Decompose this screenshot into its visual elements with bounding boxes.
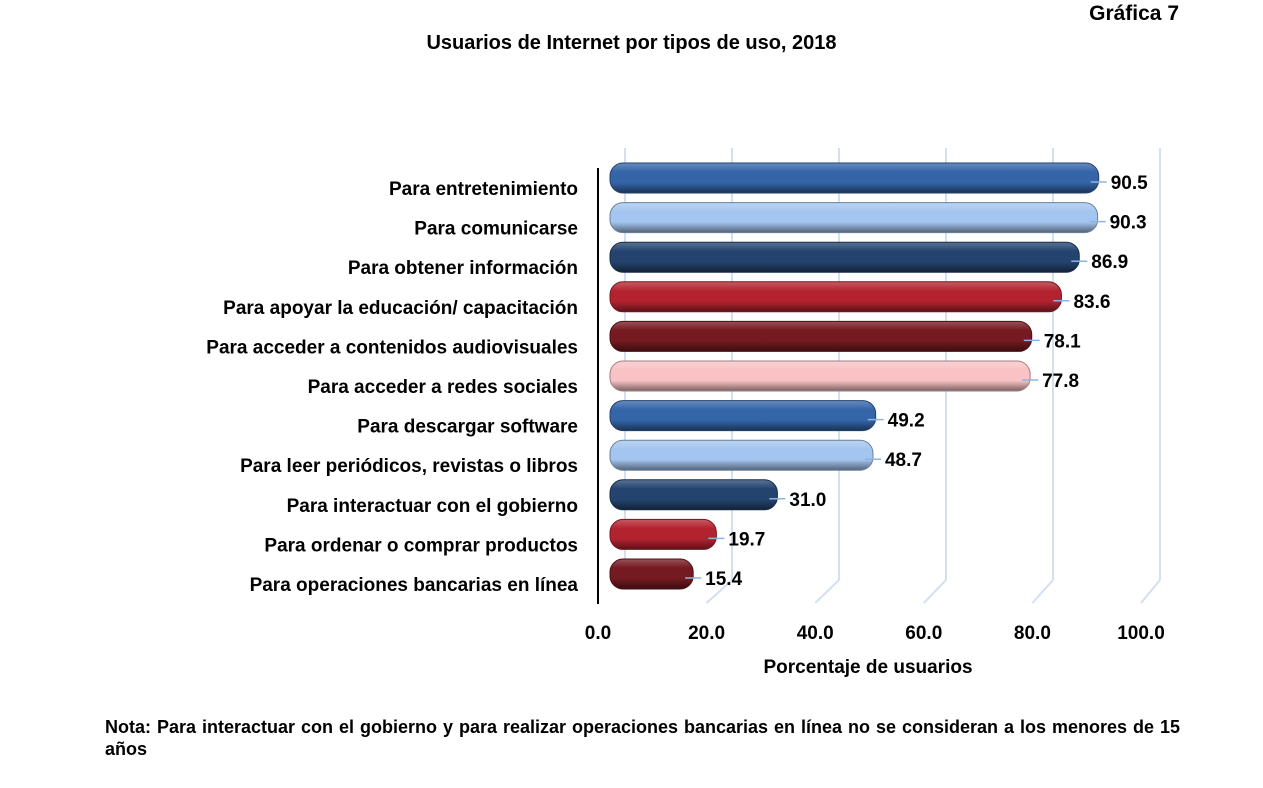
value-label: 19.7: [728, 529, 765, 550]
bar: [609, 162, 1100, 194]
x-tick-label: 20.0: [688, 623, 725, 644]
x-tick-label: 100.0: [1117, 623, 1165, 644]
bar: [609, 281, 1062, 313]
x-tick-labels: 0.0 20.0 40.0 60.0 80.0 100.0: [585, 623, 1165, 644]
bar: [609, 439, 874, 471]
category-label: Para acceder a contenidos audiovisuales: [206, 337, 578, 358]
gridline-diagonal: [1140, 579, 1161, 604]
bar: [609, 518, 717, 550]
category-label: Para interactuar con el gobierno: [287, 496, 578, 517]
x-tick-label: 60.0: [905, 623, 942, 644]
figure-label: Gráfica 7: [1089, 2, 1179, 25]
value-label: 48.7: [885, 450, 922, 471]
category-label: Para operaciones bancarias en línea: [250, 575, 579, 596]
bars: 90.5 90.3 86.9 83.6 78.1 77.8 49.2 48.7 31.0 19.7…: [609, 162, 1148, 590]
gridline-diagonal: [923, 579, 947, 604]
category-label: Para apoyar la educación/ capacitación: [223, 298, 578, 319]
category-labels: Para entretenimiento Para comunicarse Para…: [206, 179, 578, 596]
bar: [609, 360, 1031, 392]
x-axis-label: Porcentaje de usuarios: [763, 657, 972, 678]
x-tick-label: 80.0: [1014, 623, 1051, 644]
value-label: 77.8: [1042, 371, 1079, 392]
category-label: Para obtener información: [348, 258, 578, 279]
value-label: 78.1: [1044, 331, 1081, 352]
x-tick-label: 0.0: [585, 623, 611, 644]
category-label: Para ordenar o comprar productos: [264, 535, 578, 556]
bar: [609, 320, 1033, 352]
category-label: Para acceder a redes sociales: [308, 377, 578, 398]
x-tick-label: 40.0: [797, 623, 834, 644]
category-label: Para leer periódicos, revistas o libros: [240, 456, 578, 477]
bar: [609, 241, 1080, 273]
category-label: Para entretenimiento: [389, 179, 578, 200]
chart-title: Usuarios de Internet por tipos de uso, 2…: [426, 32, 837, 54]
value-label: 31.0: [789, 490, 826, 511]
bar: [609, 479, 778, 511]
bar: [609, 202, 1099, 234]
gridline-diagonal: [814, 579, 840, 604]
value-label: 49.2: [888, 411, 925, 432]
gridline-diagonal: [1031, 579, 1054, 604]
footnote: Nota: Para interactuar con el gobierno y…: [105, 717, 1180, 759]
value-label: 90.5: [1111, 173, 1148, 194]
value-label: 15.4: [705, 569, 742, 590]
category-label: Para comunicarse: [414, 219, 578, 240]
value-label: 83.6: [1073, 292, 1110, 313]
bar: [609, 558, 694, 590]
gridline-diagonal: [705, 579, 733, 604]
value-label: 90.3: [1110, 213, 1147, 234]
category-label: Para descargar software: [357, 417, 578, 438]
bar: [609, 400, 877, 432]
value-label: 86.9: [1091, 252, 1128, 273]
